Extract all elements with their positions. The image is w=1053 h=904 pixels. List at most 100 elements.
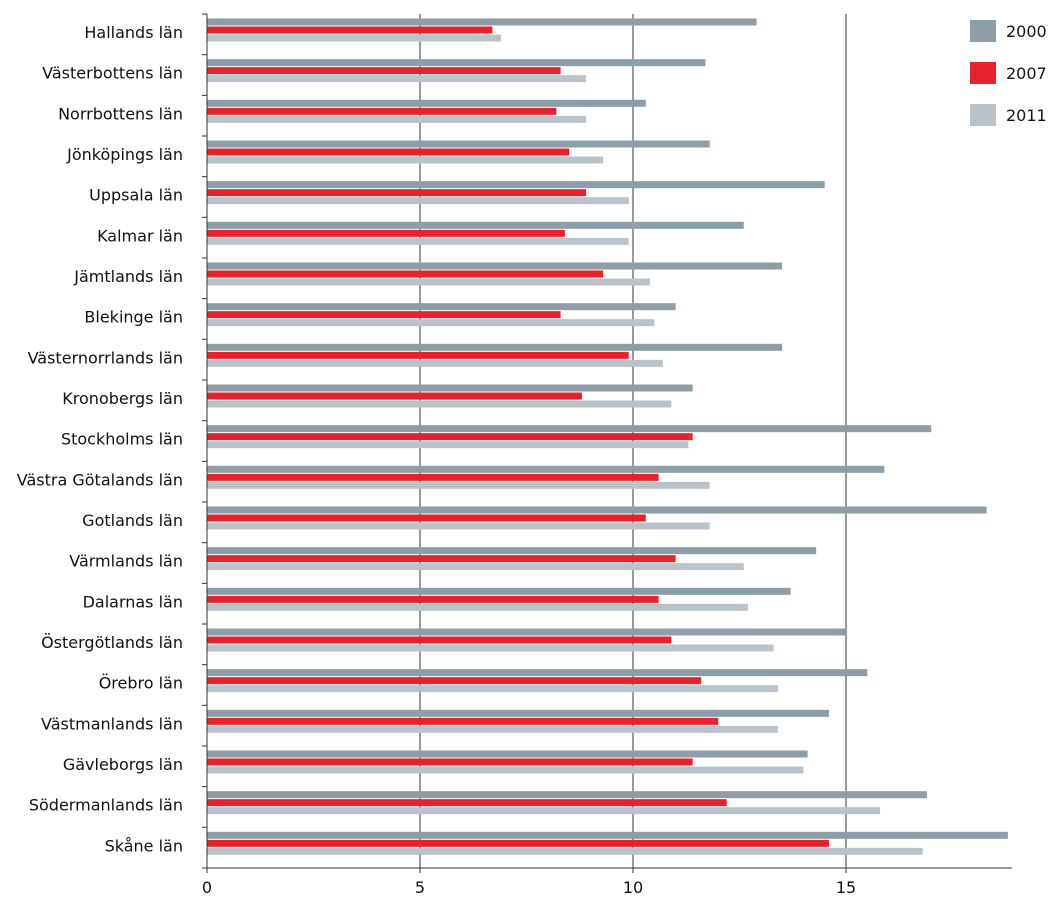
legend-label-2007: 2007 (1006, 64, 1047, 83)
legend-swatch-2011 (970, 104, 996, 126)
bar-skane-lan-2011 (207, 847, 923, 855)
bar-uppsala-lan-2007 (207, 189, 587, 197)
category-label-gotlands-lan: Gotlands län (82, 511, 183, 530)
bar-vastmanlands-lan-2007 (207, 717, 719, 725)
category-label-sodermanlands-lan: Södermanlands län (29, 796, 183, 815)
category-label-vastmanlands-lan: Västmanlands län (41, 714, 183, 733)
bar-kronobergs-lan-2000 (207, 384, 693, 392)
bar-vasterbottens-lan-2011 (207, 75, 587, 83)
bar-jamtlands-lan-2007 (207, 270, 604, 278)
category-label-varmlands-lan: Värmlands län (69, 552, 183, 571)
bar-jonkopings-lan-2007 (207, 148, 570, 156)
bar-vastmanlands-lan-2011 (207, 725, 778, 733)
category-label-stockholms-lan: Stockholms län (61, 430, 183, 449)
category-labels: Hallands län Västerbottens län Norrbottens… (17, 23, 183, 855)
bar-gotlands-lan-2000 (207, 506, 987, 514)
legend-item-2007: 2007 (970, 62, 1047, 84)
legend-swatch-2000 (970, 20, 996, 42)
bar-blekinge-lan-2000 (207, 303, 676, 311)
bar-kalmar-lan-2011 (207, 237, 629, 245)
bars (207, 18, 1008, 855)
category-label-gavleborgs-lan: Gävleborgs län (63, 755, 183, 774)
x-tick-label-5: 5 (415, 878, 425, 897)
bar-varmlands-lan-2011 (207, 563, 744, 571)
category-label-skane-lan: Skåne län (105, 836, 183, 855)
bar-blekinge-lan-2011 (207, 319, 655, 327)
category-label-uppsala-lan: Uppsala län (89, 186, 183, 205)
category-label-vastra-gotalands-lan: Västra Götalands län (17, 470, 183, 489)
bar-vasterbottens-lan-2007 (207, 67, 561, 75)
category-label-hallands-lan: Hallands län (84, 23, 183, 42)
category-label-norrbottens-lan: Norrbottens län (58, 104, 183, 123)
bar-vastra-gotalands-lan-2000 (207, 465, 885, 473)
category-label-vasterbottens-lan: Västerbottens län (42, 64, 183, 83)
category-label-dalarnas-lan: Dalarnas län (83, 592, 183, 611)
category-label-vasternorrlands-lan: Västernorrlands län (28, 348, 183, 367)
bar-kronobergs-lan-2011 (207, 400, 672, 408)
legend-label-2000: 2000 (1006, 22, 1047, 41)
bar-dalarnas-lan-2011 (207, 603, 749, 611)
bar-hallands-lan-2000 (207, 18, 757, 26)
bar-norrbottens-lan-2000 (207, 99, 646, 107)
bar-stockholms-lan-2000 (207, 425, 932, 433)
bar-varmlands-lan-2007 (207, 555, 676, 563)
bar-ostergotlands-lan-2011 (207, 644, 774, 652)
bar-norrbottens-lan-2007 (207, 107, 557, 115)
bar-dalarnas-lan-2000 (207, 587, 791, 595)
bar-skane-lan-2000 (207, 831, 1008, 839)
bar-dalarnas-lan-2007 (207, 595, 659, 603)
bar-vasternorrlands-lan-2007 (207, 351, 629, 359)
bar-stockholms-lan-2007 (207, 433, 693, 441)
bar-gavleborgs-lan-2000 (207, 750, 808, 758)
bar-gavleborgs-lan-2007 (207, 758, 693, 766)
x-tick-label-0: 0 (202, 878, 212, 897)
bar-jamtlands-lan-2000 (207, 262, 783, 270)
bar-hallands-lan-2007 (207, 26, 493, 34)
bar-gavleborgs-lan-2011 (207, 766, 804, 774)
bar-vastmanlands-lan-2000 (207, 709, 829, 717)
bar-gotlands-lan-2011 (207, 522, 710, 530)
category-label-blekinge-lan: Blekinge län (84, 308, 183, 327)
bar-orebro-lan-2011 (207, 685, 778, 693)
bar-vasternorrlands-lan-2000 (207, 343, 783, 351)
legend-item-2000: 2000 (970, 20, 1047, 42)
legend: 2000 2007 2011 (970, 20, 1047, 126)
bar-vastra-gotalands-lan-2011 (207, 481, 710, 489)
bar-vasternorrlands-lan-2011 (207, 359, 663, 367)
bar-vastra-gotalands-lan-2007 (207, 473, 659, 481)
bar-ostergotlands-lan-2000 (207, 628, 846, 636)
x-tick-label-15: 15 (836, 878, 856, 897)
bar-kalmar-lan-2007 (207, 229, 565, 237)
bar-jamtlands-lan-2011 (207, 278, 651, 286)
bar-orebro-lan-2000 (207, 669, 868, 677)
bar-kronobergs-lan-2007 (207, 392, 582, 400)
bar-vasterbottens-lan-2000 (207, 59, 706, 67)
bar-hallands-lan-2011 (207, 34, 501, 42)
bar-ostergotlands-lan-2007 (207, 636, 672, 644)
category-label-jonkopings-lan: Jönköpings län (66, 145, 183, 164)
bar-stockholms-lan-2011 (207, 441, 689, 449)
tick-labels: 0 5 10 15 (202, 868, 856, 897)
legend-item-2011: 2011 (970, 104, 1047, 126)
bar-norrbottens-lan-2011 (207, 115, 587, 123)
bar-varmlands-lan-2000 (207, 547, 817, 555)
category-label-kronobergs-lan: Kronobergs län (62, 389, 183, 408)
legend-label-2011: 2011 (1006, 106, 1047, 125)
bar-uppsala-lan-2000 (207, 181, 825, 189)
grid-lines (419, 14, 847, 868)
bar-orebro-lan-2007 (207, 677, 702, 685)
axes (202, 13, 1012, 869)
bar-sodermanlands-lan-2007 (207, 799, 727, 807)
bar-uppsala-lan-2011 (207, 197, 629, 205)
bar-kalmar-lan-2000 (207, 221, 744, 229)
category-label-jamtlands-lan: Jämtlands län (73, 267, 183, 286)
category-label-orebro-lan: Örebro län (99, 674, 183, 693)
category-label-ostergotlands-lan: Östergötlands län (41, 633, 183, 652)
category-label-kalmar-lan: Kalmar län (97, 226, 183, 245)
bar-blekinge-lan-2007 (207, 311, 561, 319)
bar-jonkopings-lan-2011 (207, 156, 604, 164)
bar-jonkopings-lan-2000 (207, 140, 710, 148)
bar-sodermanlands-lan-2011 (207, 807, 881, 815)
